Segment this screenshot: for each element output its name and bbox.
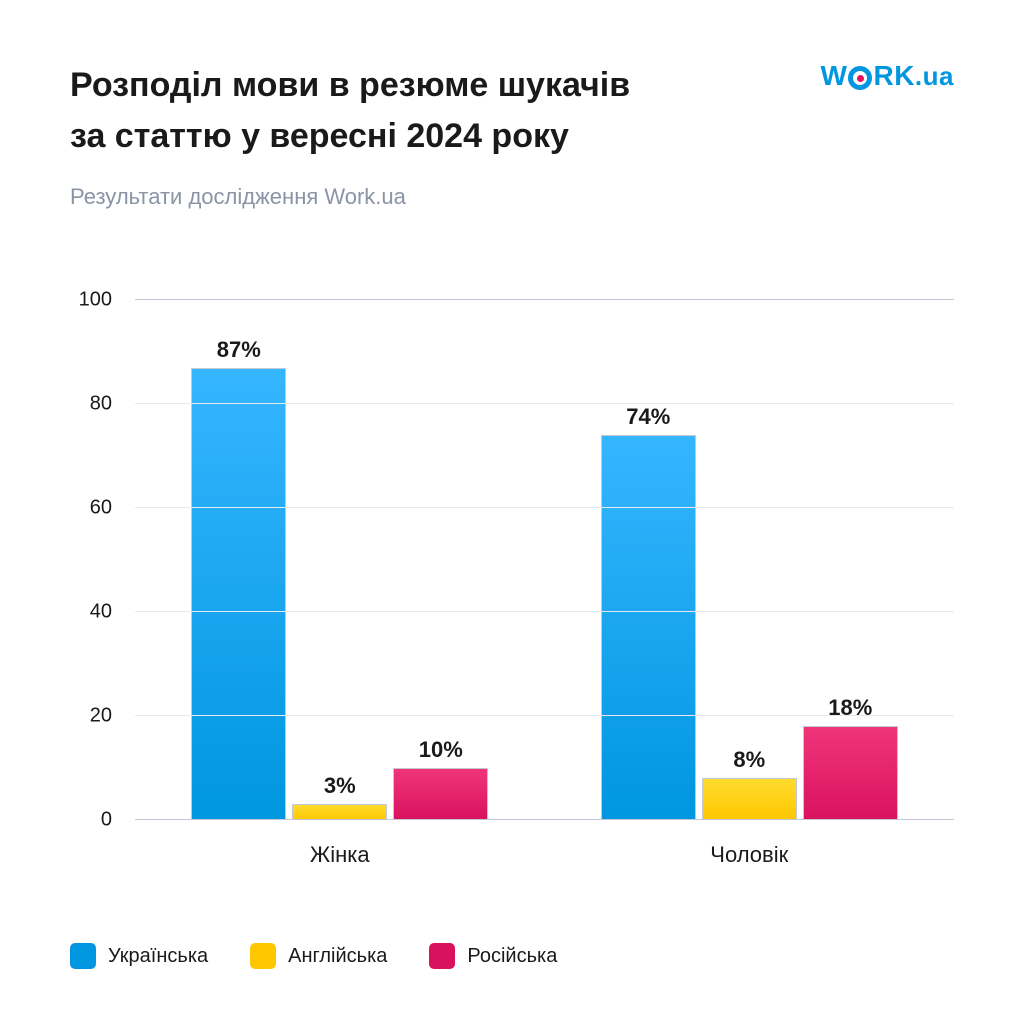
- grid-line: [135, 611, 954, 612]
- bar-value-label: 18%: [828, 695, 872, 721]
- chart-card: Розподіл мови в резюме шукачів за статтю…: [0, 0, 1024, 1024]
- grid-line: [135, 299, 954, 301]
- bar-rus: 10%: [393, 768, 488, 820]
- bar-value-label: 8%: [733, 747, 765, 773]
- legend-label: Англійська: [288, 945, 387, 968]
- logo-text-ua: .ua: [915, 61, 954, 92]
- bar-eng: 8%: [702, 778, 797, 820]
- y-tick: 100: [79, 289, 112, 312]
- y-tick: 40: [90, 601, 112, 624]
- legend-item-rus: Російська: [429, 943, 557, 969]
- legend: Українська Англійська Російська: [70, 943, 557, 969]
- plot-area: 87%3%10%74%8%18%: [135, 300, 954, 820]
- y-tick: 0: [101, 809, 112, 832]
- x-label: Чоловік: [545, 842, 955, 868]
- legend-swatch: [250, 943, 276, 969]
- bar-rus: 18%: [803, 726, 898, 820]
- legend-swatch: [70, 943, 96, 969]
- y-tick: 20: [90, 705, 112, 728]
- x-label: Жінка: [135, 842, 545, 868]
- bar-ukr: 87%: [191, 368, 286, 820]
- x-axis-labels: ЖінкаЧоловік: [135, 842, 954, 868]
- grid-line: [135, 715, 954, 716]
- header: Розподіл мови в резюме шукачів за статтю…: [70, 60, 954, 162]
- workua-logo: W RK .ua: [821, 60, 954, 92]
- logo-o-icon: [848, 66, 872, 90]
- title-line-1: Розподіл мови в резюме шукачів: [70, 66, 630, 104]
- bar-group: 74%8%18%: [545, 300, 955, 820]
- legend-swatch: [429, 943, 455, 969]
- bar-value-label: 74%: [626, 404, 670, 430]
- grid-line: [135, 403, 954, 404]
- y-tick: 60: [90, 497, 112, 520]
- y-tick: 80: [90, 393, 112, 416]
- legend-label: Російська: [467, 945, 557, 968]
- legend-label: Українська: [108, 945, 208, 968]
- bar-ukr: 74%: [601, 435, 696, 820]
- chart-subtitle: Результати дослідження Work.ua: [70, 184, 954, 210]
- grid-line: [135, 507, 954, 508]
- legend-item-eng: Англійська: [250, 943, 387, 969]
- bar-group: 87% 3% 10%: [135, 300, 545, 820]
- bar-value-label: 87%: [217, 337, 261, 363]
- logo-text-rk: RK: [873, 60, 914, 92]
- bar-groups: 87%3%10%74%8%18%: [135, 300, 954, 820]
- chart-title: Розподіл мови в резюме шукачів за статтю…: [70, 60, 630, 162]
- chart-area: 020406080100 87%3%10%74%8%18% ЖінкаЧолов…: [70, 300, 954, 820]
- bar-value-label: 10%: [419, 737, 463, 763]
- y-axis: 020406080100: [70, 300, 130, 820]
- grid-line: [135, 819, 954, 821]
- legend-item-ukr: Українська: [70, 943, 208, 969]
- bar-value-label: 3%: [324, 773, 356, 799]
- title-line-2: за статтю у вересні 2024 року: [70, 117, 569, 155]
- logo-text-w: W: [821, 60, 848, 92]
